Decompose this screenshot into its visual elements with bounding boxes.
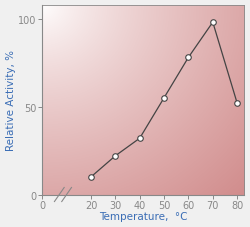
Y-axis label: Relative Activity, %: Relative Activity, % [6,50,16,150]
X-axis label: Temperature,  °C: Temperature, °C [99,212,188,222]
